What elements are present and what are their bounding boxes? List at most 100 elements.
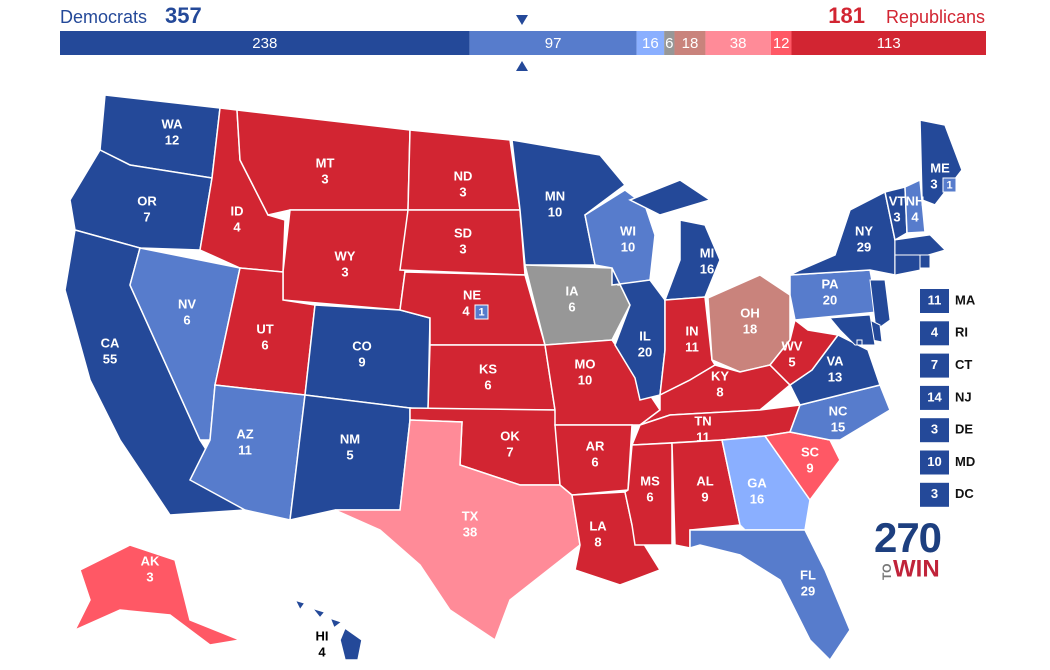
state-abbr: CA	[101, 335, 120, 350]
state-abbr: VT	[889, 193, 906, 208]
state-abbr: LA	[589, 518, 607, 533]
state-ev: 12	[165, 132, 179, 147]
district-ev: 1	[946, 179, 952, 191]
state-ev: 38	[463, 524, 477, 539]
state-shape	[334, 419, 581, 642]
state-ev: 7	[506, 444, 513, 459]
state-abbr: AZ	[236, 426, 253, 441]
small-state-ev: 3	[931, 486, 938, 501]
state-ev: 6	[484, 377, 491, 392]
state-abbr: OR	[137, 193, 157, 208]
state-shape	[611, 267, 666, 401]
district-box	[942, 177, 957, 193]
bar-label: 97	[545, 35, 562, 52]
state-ev: 9	[358, 354, 365, 369]
state-shape	[919, 254, 931, 269]
bar-label: 16	[642, 35, 659, 52]
state-shape	[689, 529, 851, 662]
state-shape	[763, 431, 841, 502]
state-ev: 6	[261, 337, 268, 352]
state-abbr: FL	[800, 567, 816, 582]
small-state-box	[920, 353, 949, 378]
small-state-abbr: NJ	[955, 389, 972, 404]
state-ev: 6	[183, 312, 190, 327]
small-state-ev: 4	[931, 325, 939, 340]
state-abbr: TN	[694, 413, 711, 428]
state-abbr: MT	[316, 155, 335, 170]
state-ev: 8	[594, 534, 601, 549]
state-ev: 11	[685, 339, 699, 354]
small-state-ev: 7	[931, 357, 938, 372]
state-abbr: MO	[575, 356, 596, 371]
bar-segment	[770, 31, 792, 55]
state-shape	[554, 424, 633, 496]
bar-segment	[674, 31, 706, 55]
small-state-box	[920, 321, 949, 346]
state-abbr: WI	[620, 223, 636, 238]
state-abbr: ME	[930, 160, 950, 175]
bar-segment	[469, 31, 637, 55]
state-abbr: AR	[586, 438, 605, 453]
state-shape	[293, 598, 307, 612]
state-shape	[828, 314, 876, 346]
state-abbr: TX	[462, 508, 479, 523]
state-shape	[309, 606, 327, 620]
state-abbr: SC	[801, 444, 820, 459]
logo-to: TO	[880, 564, 894, 580]
state-ev: 3	[459, 184, 466, 199]
state-ev: 3	[893, 209, 900, 224]
state-shape	[869, 279, 891, 331]
state-ev: 3	[341, 264, 348, 279]
logo-number: 270	[874, 514, 942, 561]
small-state-ev: 11	[928, 292, 942, 307]
state-ev: 3	[459, 241, 466, 256]
state-abbr: KS	[479, 361, 497, 376]
small-state-ev: 10	[927, 454, 941, 469]
state-ev: 8	[716, 384, 723, 399]
state-ev: 4	[318, 644, 326, 659]
state-ev: 10	[548, 204, 562, 219]
small-state-ev: 14	[927, 389, 942, 404]
small-state-box	[920, 385, 949, 410]
state-abbr: AL	[696, 473, 713, 488]
rep-total: 181	[828, 3, 865, 28]
small-state-box	[920, 482, 949, 507]
district-ev: 1	[478, 306, 484, 318]
state-abbr: WA	[162, 116, 184, 131]
small-state-box	[920, 450, 949, 475]
state-ev: 6	[646, 489, 653, 504]
dem-total: 357	[165, 3, 202, 28]
state-ev: 13	[828, 369, 842, 384]
state-shape	[339, 626, 363, 661]
bar-label: 6	[665, 35, 673, 52]
state-abbr: NY	[855, 223, 873, 238]
state-shape	[628, 179, 712, 216]
state-abbr: CO	[352, 338, 372, 353]
state-shape	[304, 304, 431, 411]
bar-segment	[636, 31, 665, 55]
state-ev: 4	[462, 303, 470, 318]
state-abbr: WV	[782, 338, 803, 353]
small-state-abbr: DC	[955, 486, 974, 501]
state-ev: 4	[233, 219, 241, 234]
state-shape	[789, 190, 896, 276]
state-ev: 4	[911, 209, 919, 224]
state-abbr: NE	[463, 287, 481, 302]
dem-label: Democrats	[60, 7, 147, 27]
state-abbr: MS	[640, 473, 660, 488]
state-abbr: AK	[141, 553, 160, 568]
state-ev: 5	[346, 447, 353, 462]
state-ev: 3	[321, 171, 328, 186]
state-abbr: NC	[829, 403, 848, 418]
small-state-abbr: CT	[955, 357, 972, 372]
state-abbr: KY	[711, 368, 729, 383]
state-abbr: MI	[700, 245, 714, 260]
state-ev: 11	[238, 442, 252, 457]
state-shape	[894, 234, 946, 256]
state-ev: 15	[831, 419, 845, 434]
state-ev: 20	[638, 344, 652, 359]
state-abbr: SD	[454, 225, 472, 240]
state-ev: 6	[568, 299, 575, 314]
bar-label: 113	[877, 35, 901, 52]
